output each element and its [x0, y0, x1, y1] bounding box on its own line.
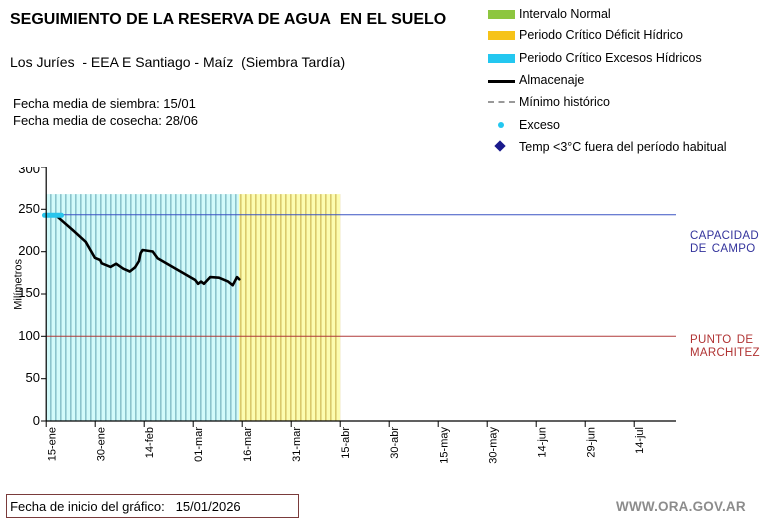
svg-text:PUNTO DE: PUNTO DE: [690, 334, 753, 346]
svg-text:200: 200: [18, 243, 40, 258]
svg-text:MARCHITEZ: MARCHITEZ: [690, 347, 760, 359]
svg-text:50: 50: [26, 370, 40, 385]
svg-text:DE CAMPO: DE CAMPO: [690, 243, 755, 255]
svg-text:0: 0: [33, 413, 40, 428]
svg-text:100: 100: [18, 328, 40, 343]
svg-text:250: 250: [18, 201, 40, 216]
svg-text:300: 300: [18, 167, 40, 176]
svg-text:CAPACIDAD: CAPACIDAD: [690, 230, 759, 242]
